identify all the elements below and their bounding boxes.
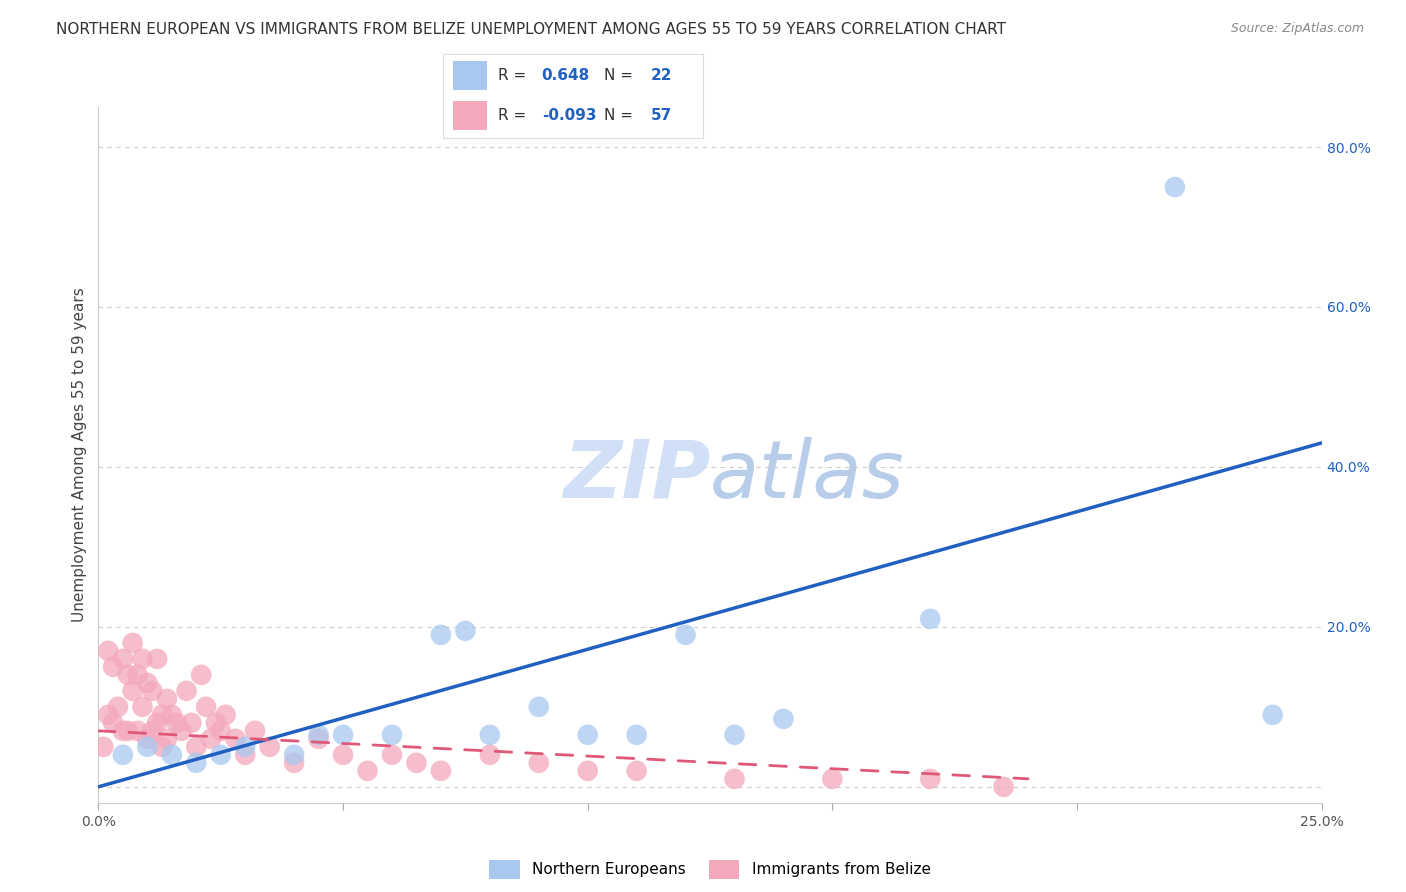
- Point: [200, 731, 222, 746]
- Point: [97, 707, 120, 722]
- Text: N =: N =: [605, 68, 638, 83]
- Point: [430, 628, 453, 642]
- Point: [920, 612, 942, 626]
- Point: [156, 691, 179, 706]
- Point: [332, 728, 354, 742]
- Point: [180, 715, 202, 730]
- Point: [117, 723, 139, 738]
- Point: [356, 764, 378, 778]
- Point: [176, 683, 198, 698]
- Text: 0.648: 0.648: [541, 68, 591, 83]
- Text: Source: ZipAtlas.com: Source: ZipAtlas.com: [1230, 22, 1364, 36]
- Point: [141, 723, 163, 738]
- Point: [259, 739, 281, 754]
- Point: [146, 715, 169, 730]
- Point: [772, 712, 794, 726]
- Point: [1164, 180, 1187, 194]
- Legend: Northern Europeans, Immigrants from Belize: Northern Europeans, Immigrants from Beli…: [489, 860, 931, 879]
- Point: [576, 728, 599, 742]
- Point: [136, 739, 159, 754]
- Point: [195, 699, 218, 714]
- Point: [209, 723, 232, 738]
- Text: NORTHERN EUROPEAN VS IMMIGRANTS FROM BELIZE UNEMPLOYMENT AMONG AGES 55 TO 59 YEA: NORTHERN EUROPEAN VS IMMIGRANTS FROM BEL…: [56, 22, 1007, 37]
- Text: R =: R =: [498, 68, 530, 83]
- Bar: [453, 62, 486, 90]
- Point: [141, 683, 163, 698]
- Point: [283, 756, 305, 770]
- Point: [121, 683, 143, 698]
- Point: [233, 747, 256, 762]
- Point: [170, 723, 193, 738]
- Point: [111, 652, 134, 666]
- Point: [478, 728, 501, 742]
- Point: [283, 747, 305, 762]
- Point: [146, 652, 169, 666]
- Point: [209, 747, 232, 762]
- Point: [478, 747, 501, 762]
- Point: [405, 756, 427, 770]
- Point: [1261, 707, 1284, 722]
- Point: [993, 780, 1015, 794]
- Point: [150, 707, 173, 722]
- Text: 57: 57: [651, 108, 672, 123]
- Point: [723, 728, 745, 742]
- Point: [101, 715, 124, 730]
- Point: [160, 747, 183, 762]
- Point: [224, 731, 246, 746]
- Point: [332, 747, 354, 762]
- Point: [190, 668, 212, 682]
- Point: [430, 764, 453, 778]
- Point: [111, 747, 134, 762]
- Point: [101, 660, 124, 674]
- Text: atlas: atlas: [710, 437, 905, 515]
- Point: [156, 731, 179, 746]
- Point: [920, 772, 942, 786]
- Text: R =: R =: [498, 108, 530, 123]
- Point: [454, 624, 477, 638]
- Point: [131, 652, 153, 666]
- Y-axis label: Unemployment Among Ages 55 to 59 years: Unemployment Among Ages 55 to 59 years: [72, 287, 87, 623]
- Point: [186, 756, 208, 770]
- Point: [308, 728, 330, 742]
- Bar: [453, 101, 486, 130]
- Point: [527, 756, 550, 770]
- Point: [527, 699, 550, 714]
- Point: [723, 772, 745, 786]
- Point: [205, 715, 228, 730]
- Point: [160, 707, 183, 722]
- Point: [381, 747, 404, 762]
- Point: [214, 707, 236, 722]
- Point: [626, 764, 648, 778]
- Point: [107, 699, 129, 714]
- Point: [97, 644, 120, 658]
- Point: [186, 739, 208, 754]
- Text: N =: N =: [605, 108, 638, 123]
- Point: [243, 723, 266, 738]
- Point: [233, 739, 256, 754]
- Text: -0.093: -0.093: [541, 108, 596, 123]
- Text: ZIP: ZIP: [562, 437, 710, 515]
- Point: [166, 715, 188, 730]
- Point: [576, 764, 599, 778]
- Point: [127, 723, 149, 738]
- Point: [308, 731, 330, 746]
- Point: [381, 728, 404, 742]
- Point: [675, 628, 697, 642]
- Point: [127, 668, 149, 682]
- Point: [150, 739, 173, 754]
- Point: [111, 723, 134, 738]
- Point: [131, 699, 153, 714]
- Text: 22: 22: [651, 68, 672, 83]
- Point: [821, 772, 844, 786]
- Point: [117, 668, 139, 682]
- Point: [91, 739, 114, 754]
- Point: [136, 676, 159, 690]
- Point: [121, 636, 143, 650]
- Point: [626, 728, 648, 742]
- Point: [136, 731, 159, 746]
